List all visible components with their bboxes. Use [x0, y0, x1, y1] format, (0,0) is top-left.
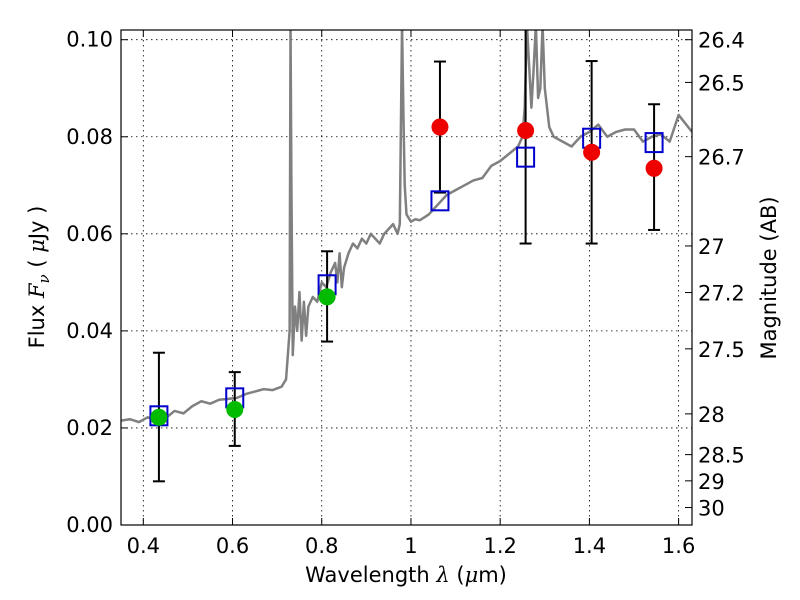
x-tick-label: 1.4	[573, 534, 606, 558]
y-tick-label: 0.08	[66, 125, 113, 149]
axis-tick-labels: 0.4 0.6 0.8 1 1.2 1.4 1.6 0.00 0.02 0.04 0.06 0.08 0…	[66, 28, 745, 558]
mag-tick-label: 30	[698, 497, 725, 521]
x-tick-label: 1.2	[483, 534, 516, 558]
y-tick-label: 0.02	[66, 416, 113, 440]
green-detection-point	[226, 401, 244, 418]
green-detection-point	[150, 408, 168, 426]
axis-ticks	[121, 30, 692, 526]
mag-tick-label: 27.5	[698, 338, 745, 362]
y-tick-label: 0.00	[66, 513, 113, 537]
y-axis-label: Flux Fν ( μJy )	[25, 206, 53, 349]
mag-tick-label: 26.5	[698, 71, 745, 95]
red-detection-point	[645, 159, 663, 177]
y2-axis-label: Magnitude (AB)	[757, 196, 781, 359]
mag-tick-label: 27	[698, 235, 725, 259]
mag-tick-label: 26.7	[698, 146, 745, 170]
x-tick-label: 1	[404, 534, 417, 558]
red-detection-point	[431, 118, 449, 136]
model-photometry-square	[430, 190, 450, 212]
sed-model-line	[121, 30, 692, 424]
x-tick-label: 0.8	[305, 534, 338, 558]
y-tick-label: 0.04	[66, 319, 113, 343]
x-axis-label: Wavelength λ (μm)	[305, 563, 507, 587]
plot-background	[121, 30, 692, 525]
mag-tick-label: 28.5	[698, 444, 745, 468]
mag-tick-label: 29	[698, 470, 725, 494]
red-detection-point	[583, 143, 601, 161]
mag-tick-label: 27.2	[698, 282, 745, 306]
red-detection-point	[517, 121, 535, 139]
model-photometry-square	[644, 132, 664, 154]
y-tick-label: 0.10	[66, 28, 113, 52]
mag-tick-label: 26.4	[698, 29, 745, 53]
x-tick-label: 0.4	[127, 534, 160, 558]
x-tick-label: 1.6	[662, 534, 695, 558]
green-detection-point	[318, 288, 336, 306]
model-photometry-square	[516, 146, 536, 168]
y-tick-label: 0.06	[66, 222, 113, 246]
plot-frame	[120, 29, 693, 526]
x-tick-label: 0.6	[216, 534, 249, 558]
mag-tick-label: 28	[698, 403, 725, 427]
detection-points	[150, 118, 663, 426]
